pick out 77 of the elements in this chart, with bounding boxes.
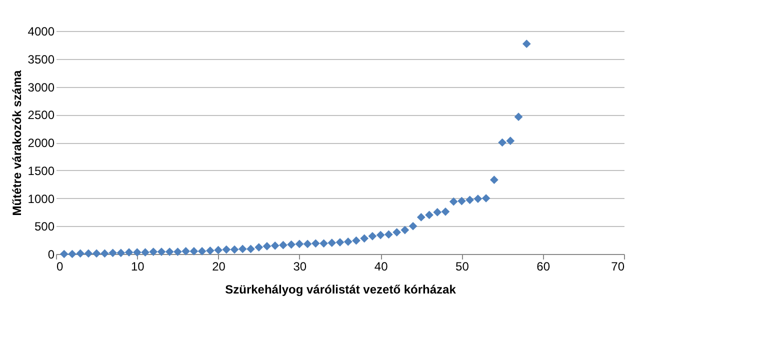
point [303,240,312,248]
point [400,226,410,234]
y-tick-label: 3000 [28,80,55,94]
point [279,240,288,250]
point [76,249,85,258]
x-tick-label: 10 [130,260,145,274]
point [433,208,442,216]
x-axis-title: Szürkehályog várólistát vezető kórházak [225,282,456,296]
point [352,236,360,245]
y-tick-label: 2500 [28,108,55,122]
x-tick-label: 70 [611,260,625,274]
y-tick-label: 4000 [28,24,55,38]
point [222,245,231,254]
point [198,247,206,256]
point [408,222,418,230]
point [157,248,166,256]
point [328,238,336,248]
point [190,247,198,256]
point [238,244,247,254]
point [84,249,93,258]
point [392,228,401,236]
point [384,230,393,239]
point [100,249,109,258]
point [458,196,466,206]
point [92,249,101,258]
point [206,246,214,255]
point [522,40,531,48]
point [116,248,126,258]
point [449,197,458,206]
point [498,138,506,147]
point [506,136,515,146]
y-tick-label: 2000 [28,136,55,150]
y-tick-label: 500 [34,220,55,234]
x-tick-label: 50 [456,260,470,274]
point [474,194,482,203]
point [132,248,142,257]
point [230,245,239,254]
y-tick-label: 1000 [28,192,55,206]
point [254,243,264,252]
point [124,248,134,257]
y-tick-label: 3500 [28,52,55,66]
point [416,213,426,222]
x-tick-label: 20 [212,260,226,274]
point [295,240,304,248]
y-axis-title: Műtétre várakozók száma [10,70,24,216]
y-tick-label: 1500 [28,164,55,178]
y-tick-label: 0 [48,248,55,262]
point [60,250,68,258]
point [376,230,385,240]
point [246,244,255,254]
x-tick-label: 0 [56,260,64,274]
point [360,234,369,243]
point [287,240,296,249]
point [344,238,352,246]
point [514,112,523,122]
x-tick-label: 60 [536,260,550,274]
point [311,239,320,248]
point [165,248,174,256]
point [490,176,498,184]
point [482,194,490,202]
point [141,248,150,257]
point [320,239,328,248]
point [336,238,344,246]
point [368,232,377,240]
point [214,246,222,254]
x-tick-label: 30 [293,260,307,274]
point [182,247,190,256]
point [174,248,182,256]
point [466,196,474,204]
point [262,242,272,250]
point [149,248,158,256]
point [68,250,76,258]
point [270,241,280,250]
x-tick-label: 40 [374,260,388,274]
point [441,207,450,216]
point [108,248,117,258]
point [425,210,434,220]
